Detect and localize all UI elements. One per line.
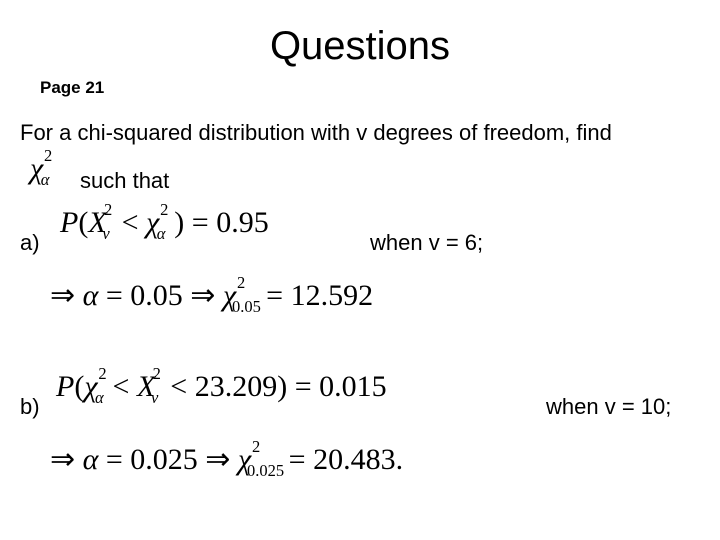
such-that-text: such that [80, 168, 169, 194]
part-b-label: b) [20, 394, 40, 420]
chi-squared-symbol: χ2α [30, 152, 43, 186]
slide: Questions Page 21 For a chi-squared dist… [0, 0, 720, 540]
part-a-condition: when v = 6; [370, 230, 483, 256]
page-number-label: Page 21 [40, 78, 104, 98]
part-b-solution: ⇒ α = 0.025 ⇒ χ20.025 = 20.483. [50, 442, 403, 477]
part-a-label: a) [20, 230, 40, 256]
part-b-condition: when v = 10; [546, 394, 671, 420]
intro-text: For a chi-squared distribution with v de… [20, 120, 612, 146]
part-a-solution: ⇒ α = 0.05 ⇒ χ20.05 = 12.592 [50, 278, 373, 313]
slide-title: Questions [0, 24, 720, 69]
part-a-equation: P(X2v < χ2α ) = 0.95 [60, 206, 269, 240]
part-b-equation: P(χ2α < X2v < 23.209) = 0.015 [56, 370, 387, 404]
